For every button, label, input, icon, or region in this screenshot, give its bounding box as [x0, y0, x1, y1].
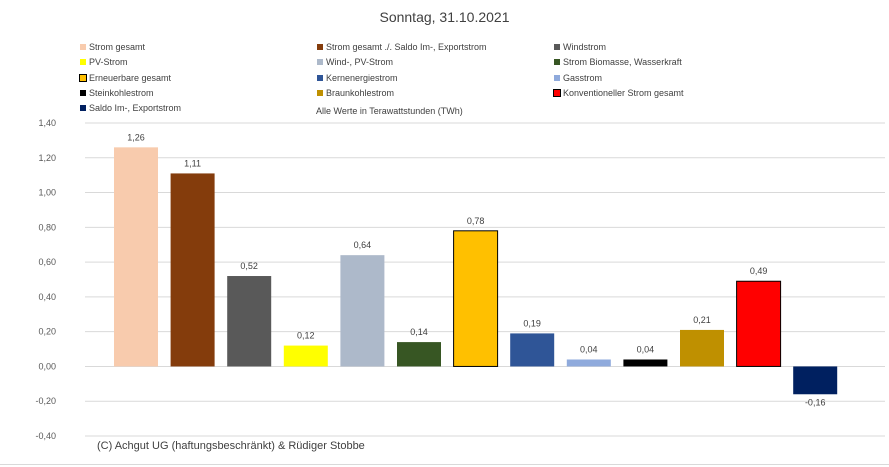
legend-item: Kernenergiestrom — [317, 73, 398, 83]
legend-label: Erneuerbare gesamt — [89, 72, 172, 83]
data-label: 1,11 — [184, 158, 201, 168]
bar — [566, 359, 611, 367]
bar — [283, 345, 328, 367]
legend-swatch — [80, 105, 86, 112]
legend-item: Erneuerbare gesamt — [79, 72, 172, 83]
legend-item: PV-Strom — [80, 57, 128, 67]
data-label: 1,26 — [127, 132, 145, 142]
legend-swatch — [317, 89, 323, 96]
bar — [793, 366, 838, 395]
legend-item: Windstrom — [554, 42, 606, 52]
legend-item: Gasstrom — [554, 73, 602, 83]
y-tick-label: 0,20 — [38, 327, 56, 337]
chart-title: Sonntag, 31.10.2021 — [379, 9, 510, 25]
legend-label: Strom gesamt — [89, 42, 146, 52]
bar — [510, 333, 555, 367]
y-tick-label: 0,60 — [38, 257, 56, 267]
legend-swatch — [80, 89, 86, 96]
legend-label: Wind-, PV-Strom — [326, 57, 394, 68]
legend-label: Kernenergiestrom — [326, 72, 398, 83]
data-label: 0,21 — [693, 315, 711, 325]
legend-swatch — [80, 59, 86, 66]
data-label: 0,14 — [410, 327, 428, 337]
legend-label: Windstrom — [563, 42, 607, 52]
y-tick-label: 0,40 — [38, 292, 56, 302]
data-label: 0,64 — [354, 240, 372, 250]
legend-swatch — [554, 44, 560, 50]
data-label: 0,04 — [580, 344, 598, 354]
bar — [397, 342, 441, 367]
data-label: 0,49 — [750, 266, 768, 276]
legend-swatch — [317, 74, 323, 81]
legend-label: Konventioneller Strom gesamt — [563, 87, 684, 98]
legend-swatch — [80, 44, 86, 50]
legend-label: Steinkohlestrom — [89, 87, 154, 98]
copyright-text: (C) Achgut UG (haftungsbeschränkt) & Rüd… — [97, 440, 365, 452]
legend-label: Saldo Im-, Exportstrom — [89, 103, 182, 114]
legend-item: Steinkohlestrom — [80, 88, 154, 98]
legend-label: Braunkohlestrom — [326, 87, 395, 98]
legend-label: Strom gesamt ./. Saldo Im-, Exportstrom — [326, 42, 487, 52]
bar — [736, 280, 782, 367]
legend-item: Konventioneller Strom gesamt — [553, 87, 684, 98]
legend-swatch — [554, 59, 560, 66]
y-tick-label: 0,80 — [38, 222, 56, 232]
units-note: Alle Werte in Terawattstunden (TWh) — [316, 106, 463, 116]
legend-label: Gasstrom — [563, 72, 603, 83]
legend-item: Braunkohlestrom — [317, 88, 394, 98]
y-tick-label: -0,20 — [35, 396, 56, 406]
legend-swatch — [553, 88, 561, 97]
legend-swatch — [317, 59, 323, 66]
data-label: 0,12 — [297, 331, 315, 341]
legend-item: Strom Biomasse, Wasserkraft — [554, 57, 682, 67]
legend-swatch — [317, 44, 323, 50]
legend-label: PV-Strom — [89, 57, 128, 68]
data-label: 0,19 — [523, 318, 541, 328]
legend-item: Saldo Im-, Exportstrom — [80, 103, 181, 113]
bottom-divider — [0, 464, 889, 465]
bar — [170, 173, 215, 367]
bar — [453, 230, 499, 367]
y-tick-label: 1,00 — [38, 188, 56, 198]
legend-swatch — [554, 74, 560, 81]
legend-item: Wind-, PV-Strom — [317, 57, 393, 67]
y-tick-label: 1,20 — [38, 153, 56, 163]
legend-item: Strom gesamt — [80, 42, 145, 52]
legend-swatch — [79, 73, 87, 82]
legend-item: Strom gesamt ./. Saldo Im-, Exportstrom — [317, 42, 487, 52]
bar — [340, 255, 385, 367]
y-tick-label: 0,00 — [38, 361, 56, 371]
data-label: 0,78 — [467, 216, 485, 226]
bar — [227, 276, 272, 367]
data-label: 0,04 — [637, 344, 655, 354]
y-tick-label: 1,40 — [38, 118, 56, 128]
legend: Strom gesamt Strom gesamt ./. Saldo Im-, … — [79, 42, 880, 118]
bar — [680, 329, 724, 367]
legend-label: Strom Biomasse, Wasserkraft — [563, 57, 682, 68]
bar — [114, 147, 158, 367]
data-label: -0,16 — [805, 397, 826, 407]
bar — [623, 359, 668, 367]
y-tick-label: -0,40 — [35, 431, 56, 441]
data-label: 0,52 — [240, 261, 258, 271]
